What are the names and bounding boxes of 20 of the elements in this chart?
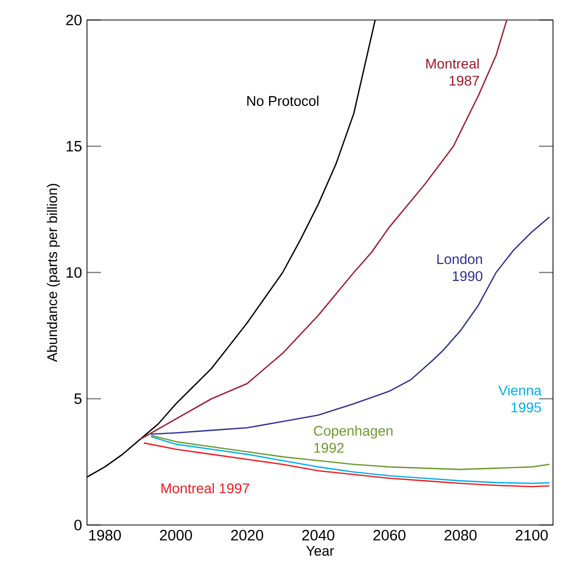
series-label: London 1990 [437, 254, 482, 282]
x-axis-title: Year [306, 546, 334, 556]
y-tick-label: 10 [66, 267, 82, 278]
x-tick-label: 2000 [160, 530, 192, 540]
y-tick-label: 0 [74, 520, 82, 530]
y-tick-label: 5 [74, 394, 82, 404]
y-axis-title: Abundance (parts per billion) [46, 184, 60, 362]
series-label: Montreal 1997 [162, 483, 250, 494]
y-tick-label: 20 [66, 14, 82, 26]
y-tick-label: 15 [66, 141, 82, 152]
x-tick-label: 1980 [89, 530, 121, 540]
x-tick-label: 2060 [373, 530, 406, 540]
x-tick-label: 2040 [302, 530, 334, 540]
x-tick-label: 2020 [231, 530, 264, 540]
text: Vienna 1995 [498, 385, 542, 412]
series-label: Copenhagen 1992 [314, 426, 392, 453]
x-tick-label: 2080 [444, 530, 477, 540]
x-tick-label: 2100 [516, 530, 548, 540]
text: No Protocol [247, 96, 318, 106]
series-label: Montreal 1987 [426, 58, 479, 86]
